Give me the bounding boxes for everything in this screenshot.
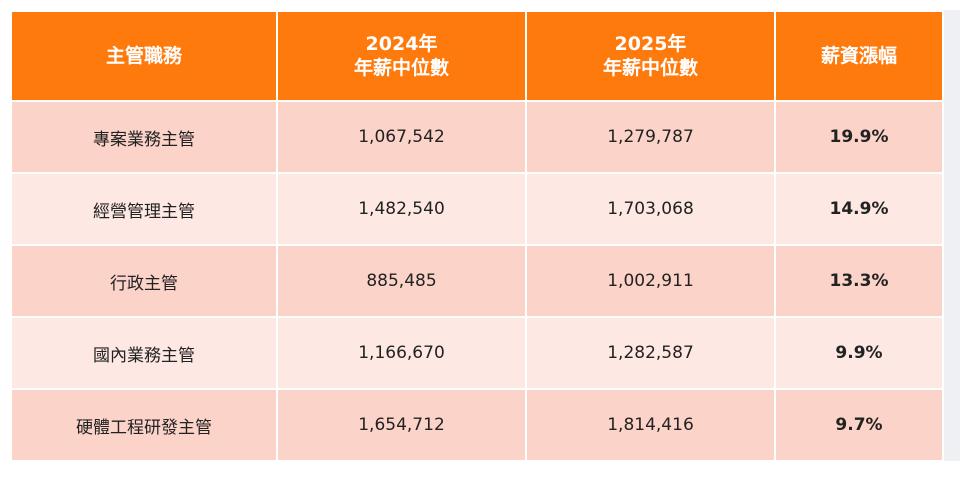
header-2025-label: 年薪中位數 (602, 57, 698, 79)
cell-role: 行政主管 (10, 244, 278, 318)
table-row: 行政主管 885,485 1,002,911 13.3% (10, 244, 944, 318)
cell-growth: 19.9% (774, 100, 944, 174)
cell-growth: 14.9% (774, 172, 944, 246)
cell-role: 經營管理主管 (10, 172, 278, 246)
cell-role: 國內業務主管 (10, 316, 278, 390)
cell-2025: 1,279,787 (525, 100, 776, 174)
cell-2025: 1,282,587 (525, 316, 776, 390)
cell-2024: 885,485 (276, 244, 527, 318)
salary-table: 主管職務 2024年 年薪中位數 2025年 年薪中位數 薪資漲幅 專案業務主管… (10, 10, 944, 462)
header-2024-year: 2024年 (365, 33, 438, 55)
header-2024-median: 2024年 年薪中位數 (276, 10, 527, 102)
table-header: 主管職務 2024年 年薪中位數 2025年 年薪中位數 薪資漲幅 (10, 10, 944, 102)
cell-2024: 1,067,542 (276, 100, 527, 174)
header-role: 主管職務 (10, 10, 278, 102)
cell-growth: 9.7% (774, 388, 944, 462)
cell-2025: 1,002,911 (525, 244, 776, 318)
cell-growth: 9.9% (774, 316, 944, 390)
cell-2025: 1,703,068 (525, 172, 776, 246)
header-row: 主管職務 2024年 年薪中位數 2025年 年薪中位數 薪資漲幅 (10, 10, 944, 102)
cell-role: 硬體工程研發主管 (10, 388, 278, 462)
header-2025-year: 2025年 (614, 33, 687, 55)
cell-growth: 13.3% (774, 244, 944, 318)
salary-table-container: 主管職務 2024年 年薪中位數 2025年 年薪中位數 薪資漲幅 專案業務主管… (10, 10, 944, 462)
table-body: 專案業務主管 1,067,542 1,279,787 19.9% 經營管理主管 … (10, 100, 944, 462)
cell-2024: 1,482,540 (276, 172, 527, 246)
header-2025-median: 2025年 年薪中位數 (525, 10, 776, 102)
table-row: 專案業務主管 1,067,542 1,279,787 19.9% (10, 100, 944, 174)
cell-2025: 1,814,416 (525, 388, 776, 462)
table-row: 經營管理主管 1,482,540 1,703,068 14.9% (10, 172, 944, 246)
cell-role: 專案業務主管 (10, 100, 278, 174)
right-edge-shade (942, 10, 960, 461)
header-role-label: 主管職務 (105, 45, 182, 67)
header-2024-label: 年薪中位數 (353, 57, 449, 79)
header-growth-label: 薪資漲幅 (820, 45, 897, 67)
table-row: 硬體工程研發主管 1,654,712 1,814,416 9.7% (10, 388, 944, 462)
header-growth: 薪資漲幅 (774, 10, 944, 102)
table-row: 國內業務主管 1,166,670 1,282,587 9.9% (10, 316, 944, 390)
cell-2024: 1,166,670 (276, 316, 527, 390)
cell-2024: 1,654,712 (276, 388, 527, 462)
